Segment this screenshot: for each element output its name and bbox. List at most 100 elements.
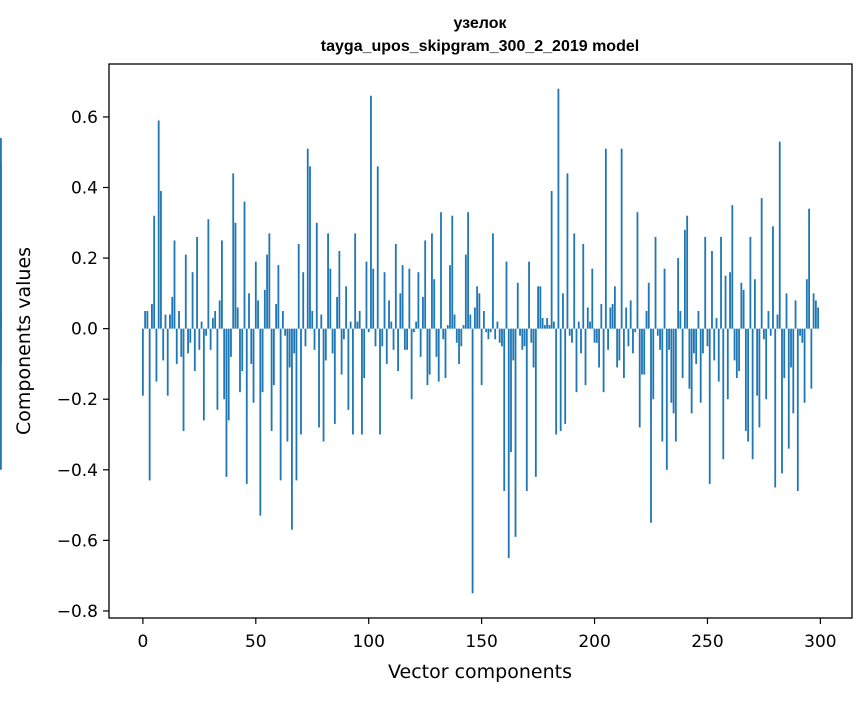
- bar: [713, 328, 716, 361]
- bar: [528, 261, 530, 329]
- bar: [469, 314, 472, 329]
- bar: [331, 328, 334, 354]
- y-tick-label: −0.2: [57, 390, 98, 410]
- bar: [573, 233, 576, 329]
- bar: [329, 268, 332, 329]
- bar: [744, 328, 747, 431]
- bar: [248, 293, 250, 329]
- bar: [263, 289, 266, 329]
- bar: [225, 328, 228, 477]
- bar: [327, 233, 329, 329]
- bar: [169, 314, 171, 329]
- bar: [302, 272, 305, 329]
- bar: [634, 328, 637, 333]
- bar: [539, 286, 542, 329]
- bar: [765, 328, 768, 400]
- bar: [419, 328, 422, 357]
- x-tick-label: 100: [352, 632, 384, 652]
- bar: [221, 240, 223, 329]
- bar: [586, 307, 589, 329]
- bar: [178, 311, 180, 329]
- bar: [390, 321, 393, 329]
- bar: [202, 328, 205, 421]
- bar: [661, 328, 664, 442]
- bar: [523, 328, 526, 347]
- bar: [693, 328, 695, 354]
- bar: [717, 328, 720, 382]
- bar: [336, 296, 338, 329]
- bar: [0, 328, 2, 470]
- bar: [388, 300, 390, 329]
- bar: [205, 328, 208, 336]
- bar: [557, 88, 560, 329]
- bar: [494, 328, 497, 340]
- bar: [322, 328, 325, 442]
- bar: [392, 328, 395, 350]
- chart-subtitle: tayga_upos_skipgram_300_2_2019 model: [321, 38, 639, 55]
- bar: [580, 328, 582, 354]
- y-tick-label: −0.8: [57, 602, 98, 622]
- bar: [796, 328, 799, 491]
- bar: [600, 303, 603, 329]
- bar: [261, 328, 264, 393]
- bar: [546, 318, 549, 329]
- bar: [711, 251, 713, 329]
- bar: [243, 201, 246, 329]
- bar: [623, 328, 625, 379]
- bar: [706, 328, 709, 347]
- bar: [241, 328, 244, 371]
- bar: [0, 138, 2, 329]
- bar: [679, 311, 682, 329]
- bar: [189, 328, 192, 343]
- bar: [259, 328, 262, 516]
- bar: [767, 311, 770, 329]
- bar: [735, 328, 738, 379]
- bar: [184, 254, 187, 329]
- bar: [688, 328, 691, 389]
- bar: [571, 328, 573, 343]
- bar: [324, 328, 327, 361]
- bar: [279, 328, 282, 481]
- bar: [647, 282, 650, 329]
- bar: [347, 328, 350, 410]
- bars-group: [0, 88, 820, 594]
- bar: [632, 328, 634, 354]
- bar: [309, 166, 311, 329]
- bar: [575, 328, 578, 393]
- bar: [295, 328, 298, 481]
- bar: [501, 328, 503, 347]
- y-tick-label: 0.4: [71, 179, 98, 199]
- bar: [460, 328, 463, 347]
- bar: [769, 328, 772, 336]
- bar: [659, 328, 661, 350]
- bar: [270, 328, 273, 431]
- bar: [340, 328, 343, 375]
- bar: [180, 328, 183, 357]
- bar: [753, 279, 756, 329]
- bar: [803, 328, 806, 403]
- bar: [799, 328, 801, 336]
- bar: [548, 325, 551, 329]
- bar: [521, 328, 524, 350]
- bar: [772, 226, 774, 329]
- y-tick-label: −0.4: [57, 461, 98, 481]
- bar: [627, 328, 630, 347]
- bar: [268, 233, 271, 329]
- bar: [361, 328, 363, 435]
- bar: [442, 328, 445, 340]
- bar: [211, 318, 214, 329]
- bar: [458, 328, 460, 364]
- bar: [794, 300, 797, 329]
- y-tick-label: 0.0: [71, 320, 98, 340]
- bar: [218, 300, 221, 329]
- bar: [349, 321, 352, 329]
- bar: [207, 219, 210, 329]
- bar: [507, 328, 510, 559]
- bar: [534, 328, 537, 477]
- x-tick-label: 150: [465, 632, 497, 652]
- bar: [550, 191, 553, 329]
- bar: [473, 307, 476, 329]
- bar: [232, 173, 235, 329]
